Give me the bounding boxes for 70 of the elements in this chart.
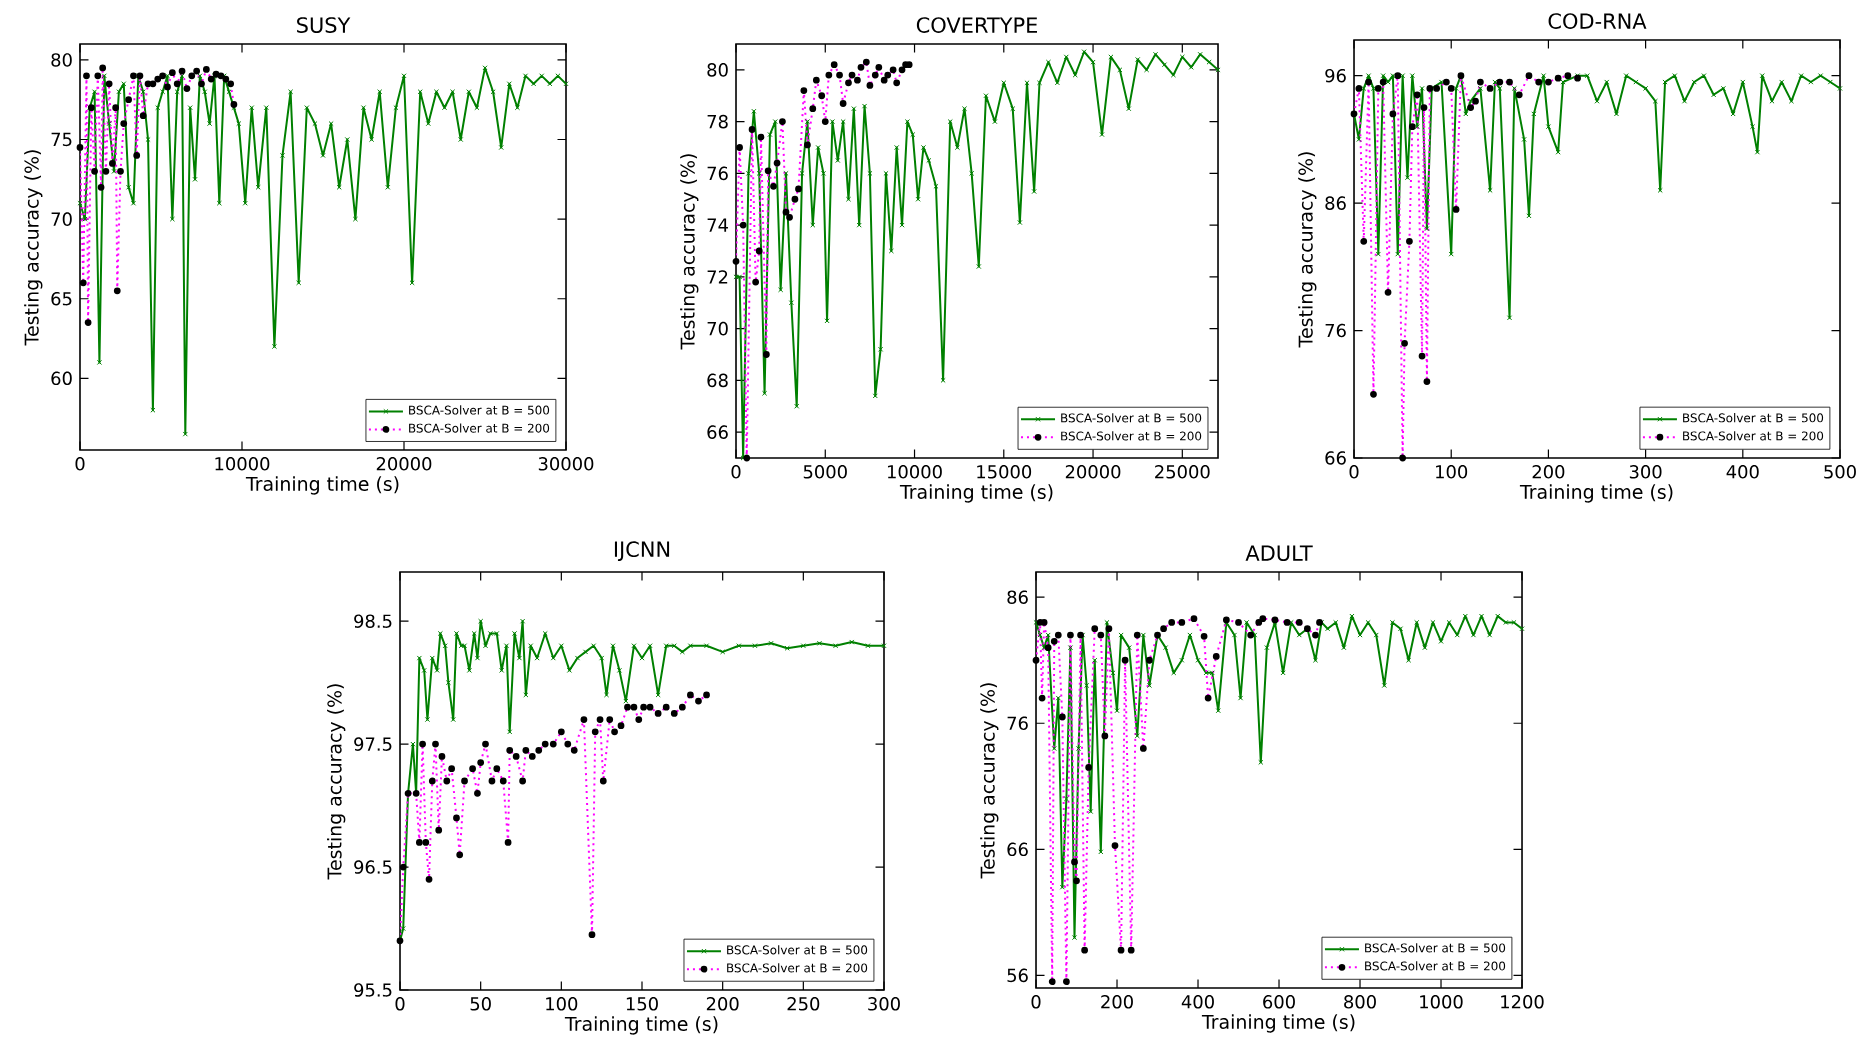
chart-title: COD-RNA — [1548, 13, 1647, 29]
x-tick-label: 250 — [787, 997, 820, 1011]
y-tick-label: 66 — [707, 425, 728, 439]
y-tick-label: 68 — [707, 373, 728, 388]
x-tick-label: 200 — [1532, 465, 1565, 479]
y-tick-label: 76 — [707, 166, 728, 181]
y-tick-label: 60 — [51, 371, 72, 386]
x-tick-label: 1200 — [1501, 995, 1544, 1009]
y-tick-label: 80 — [707, 63, 728, 77]
x-tick-label: 1000 — [1420, 995, 1463, 1009]
x-tick-label: 50 — [470, 997, 491, 1011]
x-tick-label: 300 — [1629, 465, 1662, 479]
chart-title: ADULT — [1245, 545, 1313, 561]
y-axis-title: Testing accuracy (%) — [24, 150, 43, 346]
y-tick-label: 72 — [707, 270, 728, 284]
y-axis-title: Testing accuracy (%) — [327, 684, 346, 880]
x-tick-label: 0 — [1031, 995, 1041, 1009]
y-tick-label: 75 — [51, 132, 72, 147]
x-tick-label: 10000 — [215, 457, 270, 471]
x-tick-label: 0 — [395, 997, 405, 1011]
y-tick-label: 78 — [707, 114, 728, 129]
y-tick-label: 76 — [1325, 323, 1346, 338]
y-axis-title: Testing accuracy (%) — [1298, 152, 1317, 348]
x-tick-label: 25000 — [1155, 465, 1210, 479]
x-tick-label: 0 — [731, 465, 741, 479]
chart-title: IJCNN — [614, 541, 670, 561]
x-tick-label: 200 — [1101, 995, 1133, 1009]
x-tick-label: 15000 — [977, 465, 1032, 479]
y-tick-label: 96.5 — [354, 860, 392, 874]
x-tick-label: 5000 — [803, 465, 847, 479]
y-tick-label: 86 — [1325, 196, 1346, 210]
x-tick-label: 20000 — [376, 457, 432, 471]
y-tick-label: 96 — [1325, 68, 1346, 83]
x-tick-label: 200 — [706, 997, 739, 1011]
x-axis-title: Training time (s) — [1519, 484, 1673, 503]
x-axis-title: Training time (s) — [899, 484, 1053, 503]
y-tick-label: 76 — [1007, 716, 1028, 731]
x-tick-label: 400 — [1726, 465, 1759, 479]
y-tick-label: 70 — [51, 212, 72, 226]
y-tick-label: 95.5 — [354, 983, 392, 997]
x-tick-label: 20000 — [1065, 465, 1121, 479]
x-tick-label: 0 — [75, 457, 85, 471]
y-tick-label: 97.5 — [354, 737, 392, 751]
x-tick-label: 150 — [626, 997, 658, 1011]
x-tick-label: 600 — [1263, 995, 1295, 1009]
x-tick-label: 300 — [868, 997, 900, 1011]
x-axis-title: Training time (s) — [1201, 1014, 1355, 1033]
y-tick-label: 86 — [1007, 590, 1028, 604]
y-tick-label: 66 — [1007, 842, 1028, 857]
x-tick-label: 30000 — [538, 457, 594, 471]
x-tick-label: 100 — [1436, 465, 1468, 479]
y-tick-label: 70 — [707, 321, 728, 336]
x-axis-title: Training time (s) — [245, 476, 399, 495]
x-tick-label: 800 — [1344, 995, 1376, 1009]
x-tick-label: 100 — [546, 997, 578, 1011]
x-tick-label: 400 — [1181, 995, 1214, 1009]
y-tick-label: 66 — [1325, 451, 1346, 465]
x-tick-label: 10000 — [887, 465, 942, 479]
y-tick-label: 65 — [51, 291, 72, 306]
y-tick-label: 80 — [51, 53, 72, 67]
y-tick-label: 74 — [707, 218, 728, 232]
y-tick-label: 98.5 — [354, 614, 392, 628]
y-tick-label: 56 — [1007, 968, 1028, 983]
chart-title: SUSY — [297, 17, 351, 33]
y-axis-title: Testing accuracy (%) — [980, 683, 999, 879]
chart-title: COVERTYPE — [916, 17, 1037, 33]
x-axis-title: Training time (s) — [564, 1016, 718, 1035]
x-tick-label: 0 — [1349, 465, 1359, 479]
y-axis-title: Testing accuracy (%) — [680, 154, 699, 350]
x-tick-label: 500 — [1824, 465, 1856, 479]
